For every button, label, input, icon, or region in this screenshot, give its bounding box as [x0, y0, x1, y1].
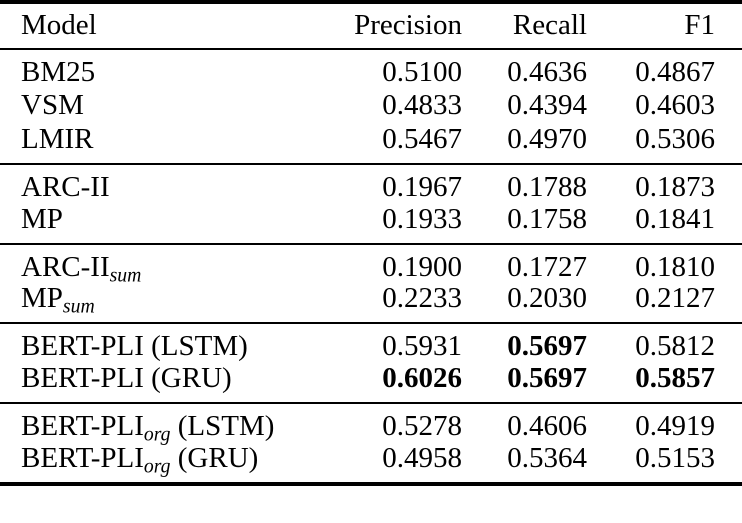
model-name-cell: BERT-PLI (LSTM) — [0, 323, 342, 363]
precision-cell: 0.1967 — [382, 170, 462, 203]
precision-cell: 0.5467 — [382, 122, 462, 155]
precision-cell: 0.5931 — [382, 330, 462, 363]
model-subscript: org — [143, 423, 171, 446]
model-base: BERT-PLI — [21, 330, 144, 363]
recall-cell: 0.1788 — [507, 170, 587, 203]
table-row: BERT-PLI (LSTM) 0.5931 0.5697 0.5812 — [0, 323, 742, 363]
column-header-precision: Precision — [354, 9, 462, 42]
model-suffix: (LSTM) — [143, 330, 248, 363]
model-name-cell: BERT-PLIorg (GRU) — [0, 442, 342, 484]
model-name-cell: MPsum — [0, 283, 342, 323]
table-row: BERT-PLI (GRU) 0.6026 0.5697 0.5857 — [0, 362, 742, 403]
f1-cell: 0.4919 — [635, 410, 715, 443]
recall-cell: 0.1727 — [507, 250, 587, 283]
recall-cell: 0.4970 — [507, 122, 587, 155]
f1-cell: 0.4603 — [635, 89, 715, 122]
group-bert-pli-org: BERT-PLIorg (LSTM) 0.5278 0.4606 0.4919 … — [0, 403, 742, 484]
table-row: BERT-PLIorg (GRU) 0.4958 0.5364 0.5153 — [0, 442, 742, 484]
model-base: LMIR — [21, 122, 94, 155]
f1-cell: 0.2127 — [635, 282, 715, 315]
model-name-cell: BERT-PLI (GRU) — [0, 362, 342, 403]
group-bert-pli: BERT-PLI (LSTM) 0.5931 0.5697 0.5812 BER… — [0, 323, 742, 404]
table-row: LMIR 0.5467 0.4970 0.5306 — [0, 122, 742, 164]
group-neural-baselines: ARC-II 0.1967 0.1788 0.1873 MP 0.1933 0.… — [0, 164, 742, 244]
precision-cell: 0.5100 — [382, 56, 462, 88]
group-lexical-baselines: BM25 0.5100 0.4636 0.4867 VSM 0.4833 0.4… — [0, 49, 742, 164]
table-row: VSM 0.4833 0.4394 0.4603 — [0, 89, 742, 124]
recall-cell: 0.5697 — [507, 330, 587, 363]
precision-cell: 0.4958 — [382, 442, 462, 475]
model-name-cell: BM25 — [0, 49, 342, 89]
column-header-recall: Recall — [512, 9, 587, 42]
precision-cell: 0.2233 — [382, 282, 462, 315]
f1-cell: 0.1841 — [635, 202, 715, 235]
precision-cell: 0.1900 — [382, 250, 462, 283]
precision-cell: 0.4833 — [382, 89, 462, 122]
f1-cell: 0.4867 — [635, 56, 715, 88]
results-table: Model Precision Recall F1 BM25 0.5100 0.… — [0, 0, 742, 486]
model-name-cell: ARC-IIsum — [0, 244, 342, 287]
model-name-cell: VSM — [0, 89, 342, 124]
f1-cell: 0.5857 — [635, 362, 715, 395]
f1-cell: 0.1810 — [635, 250, 715, 283]
f1-cell: 0.5306 — [635, 122, 715, 155]
table-row: BERT-PLIorg (LSTM) 0.5278 0.4606 0.4919 — [0, 403, 742, 446]
model-base: BM25 — [21, 56, 96, 88]
model-name-cell: LMIR — [0, 122, 342, 164]
f1-cell: 0.5812 — [635, 330, 715, 363]
model-base: ARC-II — [21, 170, 110, 203]
recall-cell: 0.4636 — [507, 56, 587, 88]
table-row: ARC-II 0.1967 0.1788 0.1873 — [0, 164, 742, 204]
model-base: BERT-PLI — [21, 442, 144, 475]
column-header-f1: F1 — [684, 9, 715, 42]
model-suffix: (GRU) — [143, 362, 232, 395]
model-suffix: (GRU) — [170, 442, 259, 475]
f1-cell: 0.1873 — [635, 170, 715, 203]
table-row: BM25 0.5100 0.4636 0.4867 — [0, 49, 742, 89]
model-name-cell: MP — [0, 202, 342, 244]
recall-cell: 0.2030 — [507, 282, 587, 315]
f1-cell: 0.5153 — [635, 442, 715, 475]
model-subscript: sum — [109, 264, 142, 287]
precision-cell: 0.5278 — [382, 410, 462, 443]
model-suffix: (LSTM) — [170, 410, 275, 443]
recall-cell: 0.5364 — [507, 442, 587, 475]
table-row: MPsum 0.2233 0.2030 0.2127 — [0, 283, 742, 323]
recall-cell: 0.5697 — [507, 362, 587, 395]
recall-cell: 0.1758 — [507, 202, 587, 235]
model-name-cell: BERT-PLIorg (LSTM) — [0, 403, 342, 446]
model-base: ARC-II — [21, 250, 110, 283]
model-base: MP — [21, 202, 63, 235]
precision-cell: 0.1933 — [382, 202, 462, 235]
model-base: VSM — [21, 89, 84, 122]
table-row: MP 0.1933 0.1758 0.1841 — [0, 202, 742, 244]
header-row: Model Precision Recall F1 — [0, 2, 742, 49]
precision-cell: 0.6026 — [382, 362, 462, 395]
model-base: MP — [21, 282, 63, 315]
table-header: Model Precision Recall F1 — [0, 2, 742, 49]
table-row: ARC-IIsum 0.1900 0.1727 0.1810 — [0, 244, 742, 287]
model-subscript: sum — [62, 295, 95, 318]
group-neural-sum: ARC-IIsum 0.1900 0.1727 0.1810 MPsum 0.2… — [0, 244, 742, 324]
model-base: BERT-PLI — [21, 362, 144, 395]
recall-cell: 0.4606 — [507, 410, 587, 443]
column-header-model: Model — [21, 9, 97, 42]
model-base: BERT-PLI — [21, 410, 144, 443]
model-name-cell: ARC-II — [0, 164, 342, 204]
model-subscript: org — [143, 455, 171, 478]
recall-cell: 0.4394 — [507, 89, 587, 122]
